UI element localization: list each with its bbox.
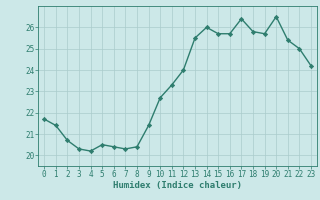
X-axis label: Humidex (Indice chaleur): Humidex (Indice chaleur) bbox=[113, 181, 242, 190]
